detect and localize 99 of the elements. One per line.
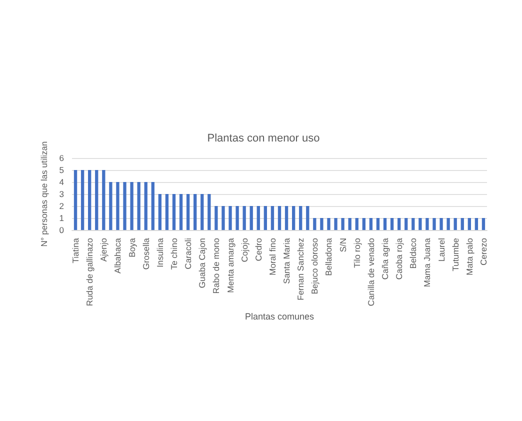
bar — [95, 170, 98, 230]
bar — [369, 218, 373, 230]
bar — [250, 206, 253, 230]
bar — [418, 218, 422, 230]
x-tick-label: Insulina — [154, 238, 165, 268]
bar — [270, 206, 274, 230]
x-tick-label: Guaba Cajon — [197, 238, 208, 288]
x-tick-label: Tutumbe — [450, 238, 460, 272]
bar — [158, 194, 162, 230]
bar — [151, 182, 154, 230]
bar — [327, 218, 330, 230]
x-tick-label: Menta amarga — [225, 238, 236, 293]
bar — [208, 194, 211, 230]
bar — [460, 218, 464, 230]
x-tick-label: Caoba roja — [394, 238, 404, 280]
x-tick-label: Cerezo — [478, 238, 488, 266]
bar — [222, 206, 225, 230]
bar — [362, 218, 366, 230]
bar — [412, 218, 415, 230]
y-tick-label: 2 — [59, 201, 64, 211]
bar — [426, 218, 429, 230]
y-tick-label: 3 — [59, 189, 64, 199]
x-tick-label: S/N — [338, 238, 348, 252]
bar — [186, 194, 190, 230]
bar — [144, 182, 148, 230]
bar — [376, 218, 380, 230]
chart-title: Plantas con menor uso — [207, 132, 320, 144]
bar — [292, 206, 296, 230]
x-tick-label: Belladona — [324, 238, 334, 276]
x-tick-label: Mata palo — [464, 238, 474, 276]
bar — [313, 218, 316, 230]
x-tick-label: Santa Maria — [282, 238, 292, 284]
bar — [165, 194, 169, 230]
bar — [284, 206, 288, 230]
bar — [172, 194, 176, 230]
bar — [236, 206, 239, 230]
x-tick-label: Cedro — [253, 238, 264, 262]
bar — [454, 218, 457, 230]
bar — [482, 218, 486, 230]
bar — [200, 194, 204, 230]
y-tick-label: 0 — [59, 225, 64, 235]
bar — [299, 206, 302, 230]
bar — [74, 170, 78, 230]
x-axis-title: Plantas comunes — [244, 312, 315, 322]
y-tick-label: 1 — [59, 213, 64, 223]
bar — [116, 182, 120, 230]
bar — [355, 218, 358, 230]
bar — [397, 218, 401, 230]
bar — [432, 218, 436, 230]
x-tick-label: Boya — [126, 238, 137, 258]
bar — [306, 206, 310, 230]
x-tick-label: Fernan Sanchez — [296, 238, 306, 300]
bar — [130, 182, 134, 230]
bar — [88, 170, 92, 230]
bar — [228, 206, 232, 230]
x-tick-label: Tiatina — [70, 238, 81, 264]
bar — [214, 206, 218, 230]
x-tick-label: Bejuco oloroso — [310, 238, 320, 294]
x-tick-label: Mama Juana — [422, 238, 432, 288]
bar — [383, 218, 387, 230]
x-tick-label: Albahaca — [112, 238, 123, 274]
bar — [109, 182, 112, 230]
x-tick-label: Laurel — [436, 238, 446, 262]
x-tick-label: Te chino — [168, 238, 179, 270]
x-tick-label: Caracoli — [183, 238, 194, 270]
bar — [102, 170, 106, 230]
bar — [278, 206, 282, 230]
x-tick-label: Grosella — [140, 238, 151, 270]
bar — [242, 206, 246, 230]
bar — [137, 182, 140, 230]
x-tick-label: Tilo rojo — [352, 238, 362, 268]
bar — [334, 218, 338, 230]
x-tick-label: Rabo de mono — [211, 238, 222, 294]
bar — [320, 218, 324, 230]
bar — [256, 206, 260, 230]
y-tick-label: 6 — [59, 153, 64, 163]
x-tick-label: Ruda de gallinazo — [84, 238, 95, 306]
bar — [440, 218, 443, 230]
bar — [446, 218, 450, 230]
bar — [404, 218, 408, 230]
x-tick-label: Canilla de venado — [366, 238, 376, 306]
bar — [80, 170, 84, 230]
y-tick-label: 4 — [59, 177, 64, 187]
bar — [264, 206, 268, 230]
bar — [474, 218, 478, 230]
x-tick-label: Ajenjo — [98, 238, 109, 262]
bar — [468, 218, 471, 230]
bar — [123, 182, 126, 230]
y-axis-title: N° personas que las utilizan — [38, 141, 49, 247]
x-tick-label: Cojojo — [239, 238, 250, 262]
bar — [194, 194, 197, 230]
bar — [348, 218, 352, 230]
x-tick-label: Caña agria — [380, 238, 390, 280]
bar — [390, 218, 394, 230]
bar — [179, 194, 183, 230]
x-tick-label: Beldaco — [408, 238, 418, 269]
x-tick-label: Moral fino — [267, 238, 278, 276]
bar — [341, 218, 344, 230]
y-tick-label: 5 — [59, 165, 64, 175]
